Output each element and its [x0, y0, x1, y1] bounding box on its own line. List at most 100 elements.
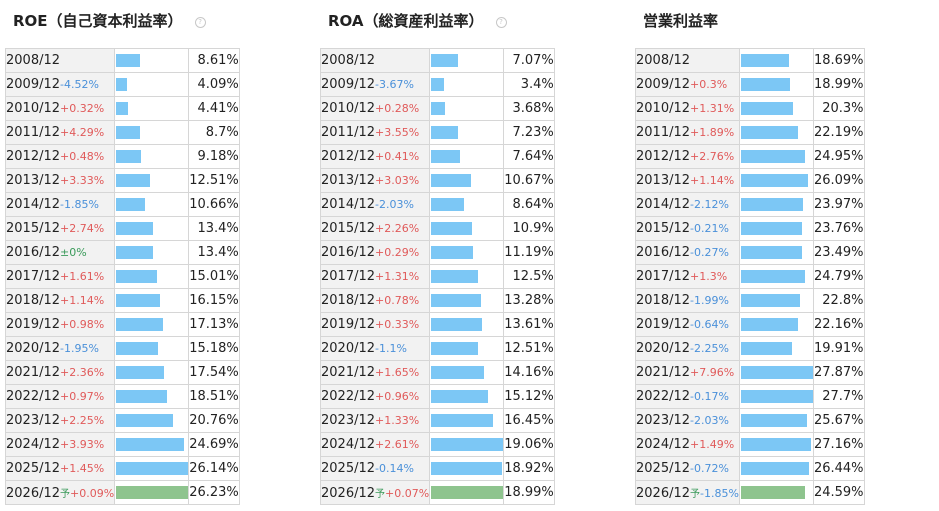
table-row: 2023/12+1.33% 16.45%: [319, 408, 555, 433]
value-bar: [116, 414, 174, 427]
bar-cell: [114, 216, 190, 241]
value-cell: 3.4%: [503, 72, 555, 97]
year-cell: 2015/12-0.21%: [635, 216, 740, 241]
value-cell: 17.13%: [188, 312, 240, 337]
year-label: 2009/12: [321, 77, 376, 92]
value-bar: [116, 54, 141, 67]
change-label: -1.99%: [690, 294, 729, 307]
bar-cell: [114, 432, 190, 457]
year-label: 2019/12: [6, 317, 61, 332]
bar-cell: [114, 168, 190, 193]
value-bar: [431, 246, 474, 259]
table-row: 2025/12+1.45% 26.14%: [4, 456, 240, 481]
year-cell: 2019/12+0.33%: [319, 312, 431, 337]
year-label: 2020/12: [321, 341, 376, 356]
year-label: 2013/12: [321, 173, 376, 188]
forecast-bar: [740, 486, 805, 499]
value-bar: [740, 366, 813, 379]
value-bar: [116, 246, 154, 259]
year-label: 2024/12: [321, 437, 376, 452]
year-cell: 2017/12+1.31%: [319, 264, 431, 289]
year-cell: 2025/12+1.45%: [4, 456, 116, 481]
year-label: 2023/12: [6, 413, 61, 428]
value-bar: [740, 102, 793, 115]
bar-cell: [114, 96, 190, 121]
bar-cell: [429, 432, 505, 457]
value-bar: [116, 366, 165, 379]
bar-cell: [738, 48, 814, 73]
year-cell: 2020/12-2.25%: [635, 336, 740, 361]
bar-cell: [114, 48, 190, 73]
bar-cell: [429, 216, 505, 241]
change-label: +7.96%: [690, 366, 735, 379]
change-label: +3.55%: [375, 126, 420, 139]
table-row: 2014/12-2.03% 8.64%: [319, 192, 555, 217]
year-label: 2017/12: [6, 269, 61, 284]
value-bar: [740, 150, 805, 163]
table-row: 2023/12-2.03% 25.67%: [635, 408, 865, 433]
value-cell: 10.67%: [503, 168, 555, 193]
year-cell: 2009/12-4.52%: [4, 72, 116, 97]
info-icon[interactable]: ?: [495, 17, 507, 28]
year-label: 2024/12: [636, 437, 691, 452]
bar-cell: [429, 288, 505, 313]
change-label: -1.85%: [60, 198, 99, 211]
value-bar: [740, 414, 807, 427]
value-bar: [116, 294, 161, 307]
info-icon[interactable]: ?: [194, 17, 206, 28]
value-cell: 12.5%: [503, 264, 555, 289]
table-row: 2009/12-4.52% 4.09%: [4, 72, 240, 97]
value-cell: 7.07%: [503, 48, 555, 73]
year-cell: 2014/12-2.03%: [319, 192, 431, 217]
bar-cell: [429, 120, 505, 145]
year-label: 2022/12: [6, 389, 61, 404]
year-label: 2015/12: [6, 221, 61, 236]
bar-cell: [738, 336, 814, 361]
change-label: +1.14%: [60, 294, 105, 307]
year-cell: 2026/12予+0.09%: [4, 480, 116, 505]
value-cell: 26.23%: [188, 480, 240, 505]
value-bar: [431, 126, 459, 139]
bar-cell: [738, 408, 814, 433]
bar-cell: [429, 240, 505, 265]
change-label: ±0%: [60, 246, 87, 259]
value-cell: 3.68%: [503, 96, 555, 121]
table-row: 2012/12+2.76% 24.95%: [635, 144, 865, 169]
year-cell: 2013/12+3.03%: [319, 168, 431, 193]
year-cell: 2018/12+1.14%: [4, 288, 116, 313]
value-bar: [116, 462, 188, 475]
value-cell: 8.61%: [188, 48, 240, 73]
value-cell: 13.4%: [188, 240, 240, 265]
change-label: +2.61%: [375, 438, 420, 451]
bar-cell: [114, 192, 190, 217]
change-label: -3.67%: [375, 78, 414, 91]
year-label: 2013/12: [6, 173, 61, 188]
roe-title: ROE（自己資本利益率）: [13, 12, 183, 30]
year-label: 2024/12: [6, 437, 61, 452]
change-label: +3.93%: [60, 438, 105, 451]
year-label: 2010/12: [6, 101, 61, 116]
change-label: +0.33%: [375, 318, 420, 331]
bar-cell: [114, 408, 190, 433]
year-label: 2018/12: [636, 293, 691, 308]
change-label: +1.3%: [690, 270, 728, 283]
table-row: 2020/12-1.1% 12.51%: [319, 336, 555, 361]
year-cell: 2009/12-3.67%: [319, 72, 431, 97]
bar-cell: [738, 264, 814, 289]
value-cell: 12.51%: [503, 336, 555, 361]
year-cell: 2021/12+1.65%: [319, 360, 431, 385]
forecast-mark: 予: [60, 488, 71, 500]
value-cell: 18.99%: [812, 72, 865, 97]
value-bar: [116, 126, 141, 139]
value-cell: 26.44%: [812, 456, 865, 481]
year-label: 2016/12: [6, 245, 61, 260]
table-row: 2018/12+0.78% 13.28%: [319, 288, 555, 313]
table-row: 2023/12+2.25% 20.76%: [4, 408, 240, 433]
value-bar: [116, 342, 159, 355]
table-row: 2022/12+0.96% 15.12%: [319, 384, 555, 409]
table-row: 2025/12-0.14% 18.92%: [319, 456, 555, 481]
value-cell: 8.64%: [503, 192, 555, 217]
bar-cell: [429, 72, 505, 97]
table-row: 2019/12+0.33% 13.61%: [319, 312, 555, 337]
year-label: 2008/12: [636, 53, 691, 68]
